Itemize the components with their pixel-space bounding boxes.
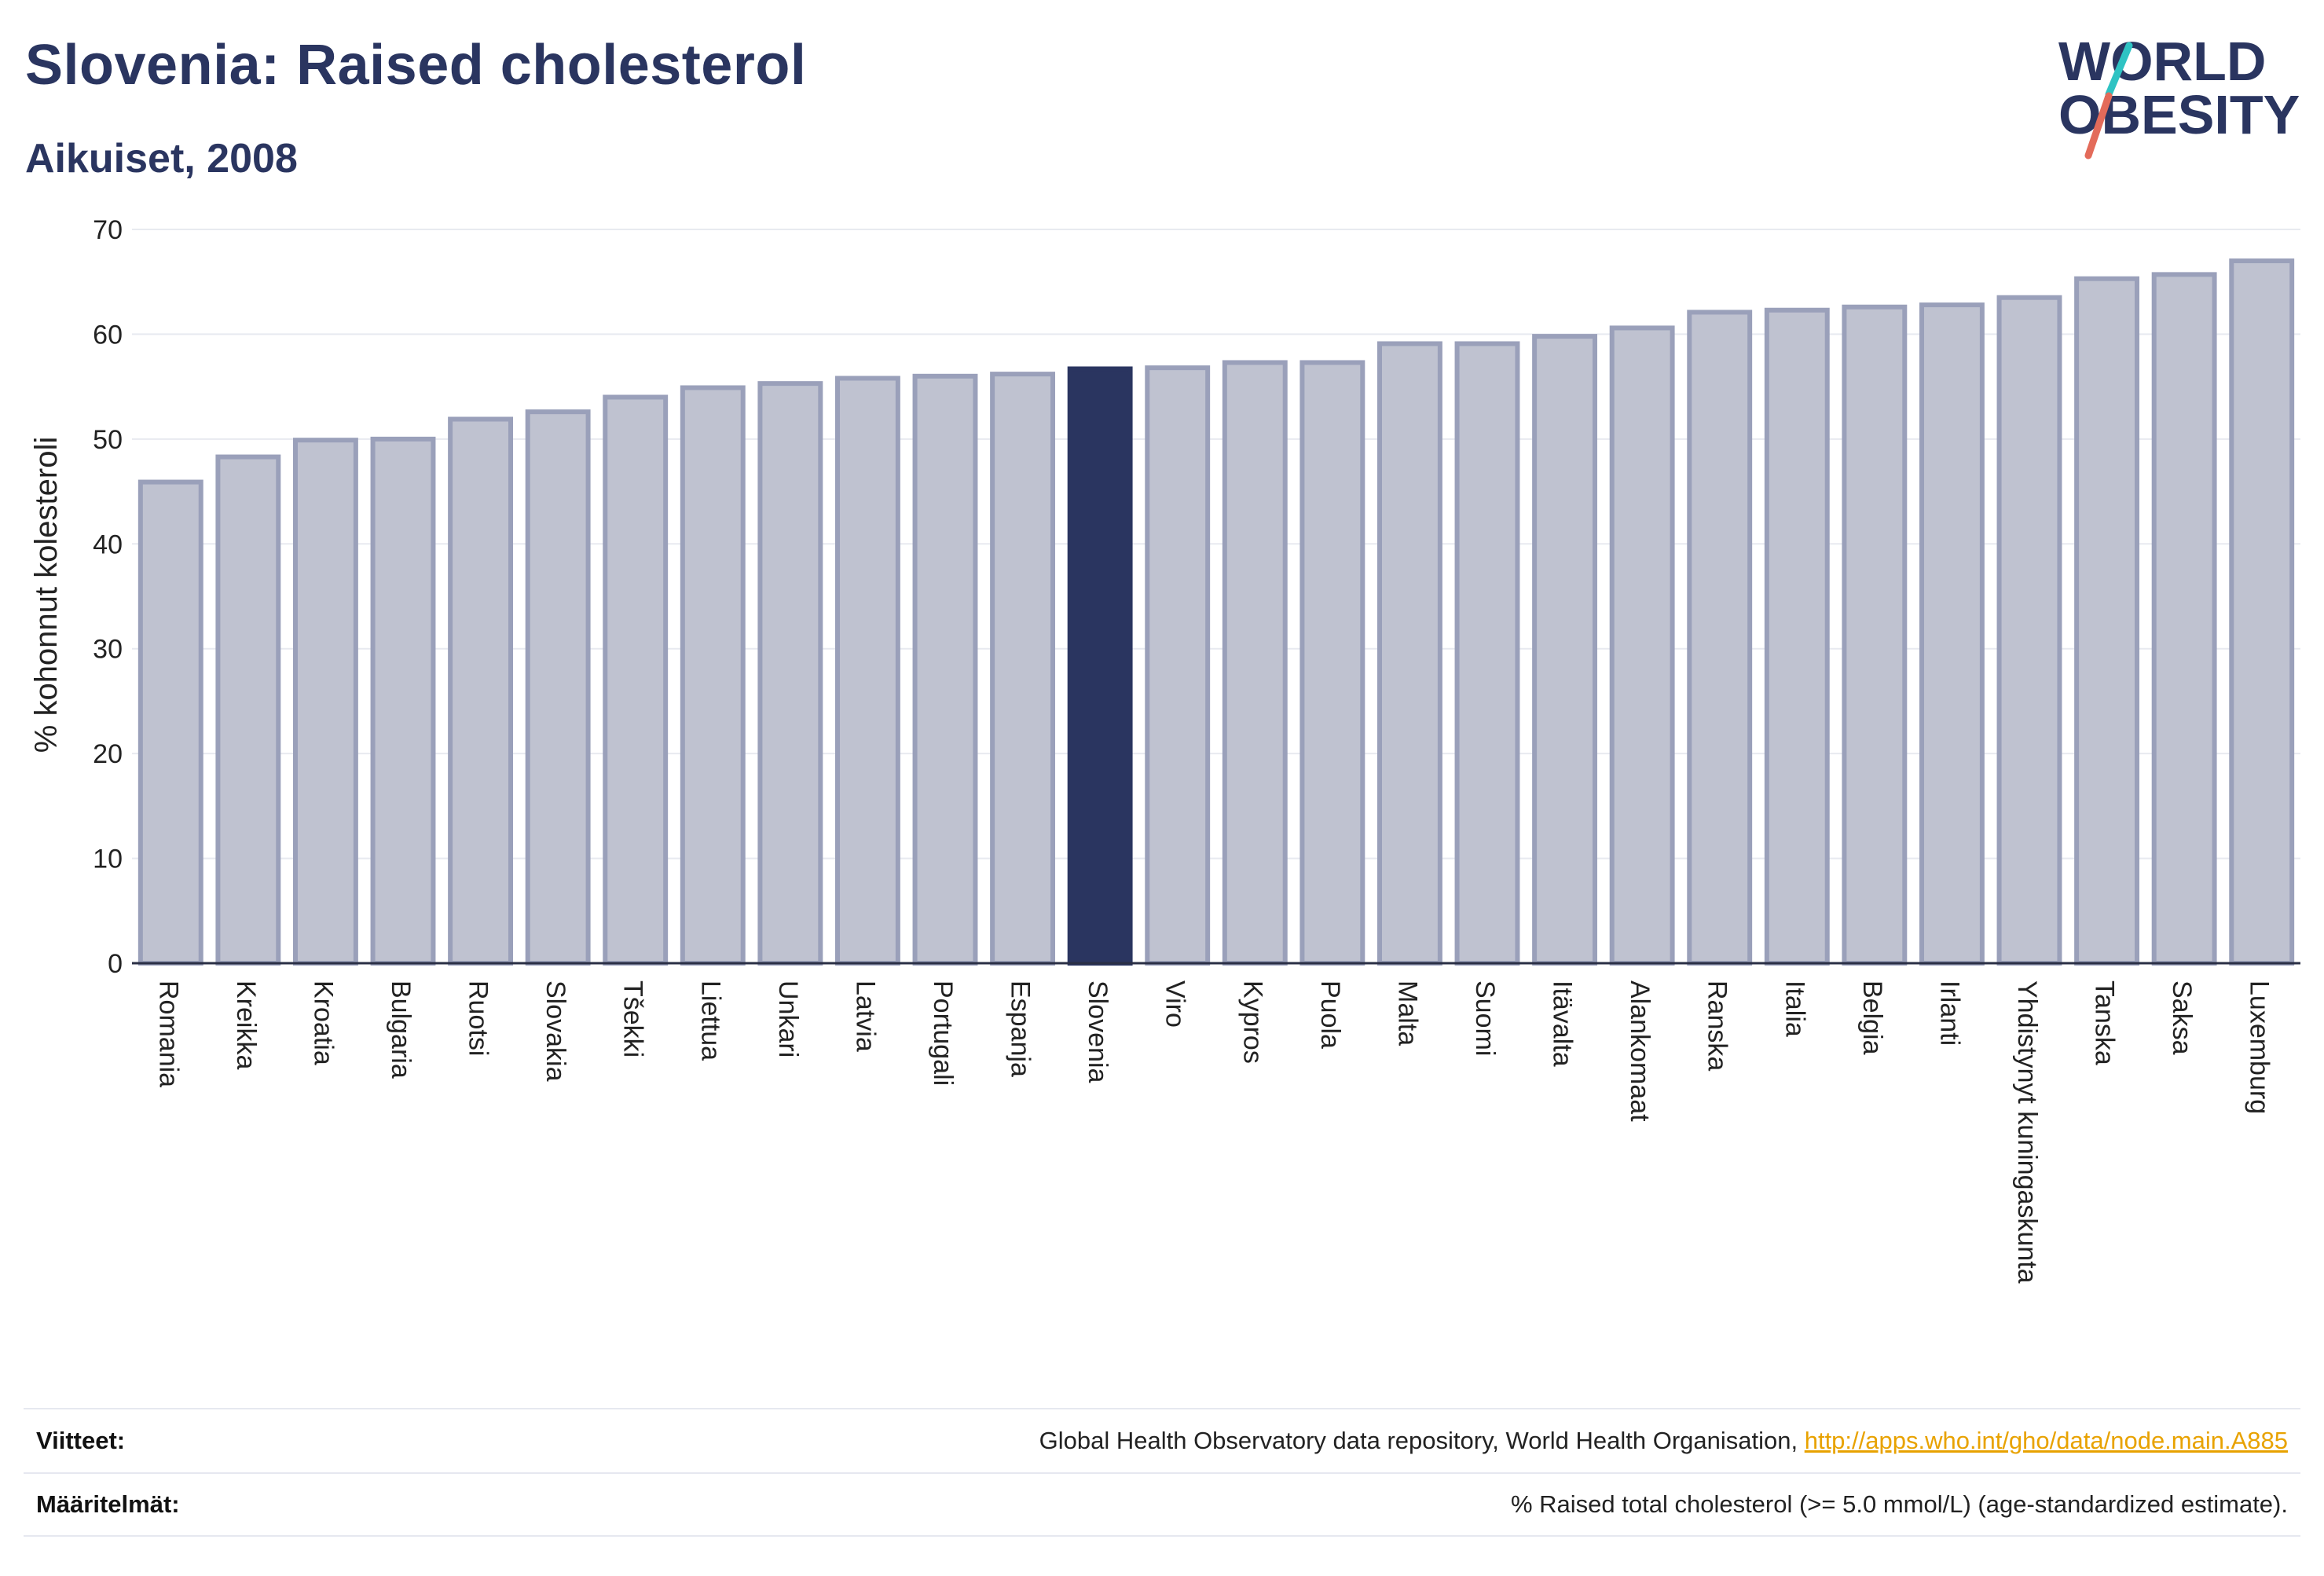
bar-chart: 0 10 20 30 40 50 60 70 Romania Kreikka Kroatia Bul… xyxy=(29,215,2300,1284)
bar-suomi xyxy=(1454,341,1520,966)
bar-espanja xyxy=(990,372,1056,966)
bar-puola xyxy=(1299,360,1365,966)
bar-belgia xyxy=(1842,304,1908,966)
bar-tanska xyxy=(2074,276,2140,966)
bar-tšekki xyxy=(603,394,669,966)
x-tick-label: Itävalta xyxy=(1548,980,1578,1067)
x-tick-label: Puola xyxy=(1315,980,1345,1049)
bar-unkari xyxy=(757,381,823,966)
references-source: Global Health Observatory data repositor… xyxy=(1039,1427,1805,1454)
bar-bulgaria xyxy=(370,436,436,966)
x-tick-label: Yhdistynyt kuningaskunta xyxy=(2012,980,2042,1284)
y-tick-label: 30 xyxy=(93,635,123,665)
x-tick-label: Bulgaria xyxy=(386,980,416,1079)
x-tick-label: Irlanti xyxy=(1934,980,1964,1046)
page-title: Slovenia: Raised cholesterol xyxy=(25,34,807,97)
x-tick-label: Belgia xyxy=(1857,980,1887,1055)
bar-liettua xyxy=(680,385,746,966)
x-tick-label: Viro xyxy=(1160,980,1190,1028)
x-tick-label: Slovenia xyxy=(1083,980,1113,1083)
bar-slovenia xyxy=(1067,366,1133,966)
y-tick-label: 60 xyxy=(93,320,123,350)
logo-slash-top xyxy=(2105,42,2133,98)
y-tick-label: 70 xyxy=(93,215,123,245)
bar-itävalta xyxy=(1532,334,1598,966)
x-tick-label: Alankomaat xyxy=(1625,980,1655,1122)
references-row: Viitteet: Global Health Observatory data… xyxy=(24,1408,2300,1472)
y-axis-title: % kohonnut kolesteroli xyxy=(29,437,64,753)
bar-ruotsi xyxy=(448,416,514,966)
definitions-label: Määritelmät: xyxy=(36,1490,180,1518)
bar-alankomaat xyxy=(1609,325,1675,966)
logo-word-world: WORLD xyxy=(2058,31,2266,92)
x-tick-label: Romania xyxy=(153,980,183,1087)
bar-kypros xyxy=(1222,360,1288,966)
x-tick-label: Ranska xyxy=(1703,980,1732,1071)
x-tick-label: Unkari xyxy=(773,980,803,1057)
bar-saksa xyxy=(2151,272,2217,966)
x-tick-label: Portugali xyxy=(928,980,958,1086)
x-tick-label: Kreikka xyxy=(231,980,261,1069)
bar-latvia xyxy=(834,376,900,966)
bar-kroatia xyxy=(292,438,358,966)
references-label: Viitteet: xyxy=(36,1427,126,1454)
bar-luxemburg xyxy=(2229,258,2295,966)
x-tick-label: Latvia xyxy=(850,980,880,1052)
world-obesity-logo: WORLD OBESITY xyxy=(2058,31,2300,159)
references-text: Global Health Observatory data repositor… xyxy=(1039,1427,2288,1455)
x-tick-label: Slovakia xyxy=(541,980,570,1082)
page-subtitle: Aikuiset, 2008 xyxy=(25,136,298,181)
bar-romania xyxy=(137,479,203,966)
bar-irlanti xyxy=(1919,302,1985,966)
x-tick-label: Tšekki xyxy=(618,980,648,1057)
x-tick-label: Kypros xyxy=(1237,980,1267,1064)
bar-yhdistynyt-kuningaskunta xyxy=(1996,295,2062,966)
definitions-row: Määritelmät: % Raised total cholesterol … xyxy=(24,1472,2300,1537)
definitions-text: % Raised total cholesterol (>= 5.0 mmol/… xyxy=(1510,1490,2288,1518)
y-tick-label: 50 xyxy=(93,425,123,455)
x-tick-label: Saksa xyxy=(2167,980,2197,1055)
y-tick-label: 10 xyxy=(93,845,123,874)
y-tick-label: 20 xyxy=(93,739,123,769)
x-tick-label: Liettua xyxy=(695,980,725,1061)
bar-ranska xyxy=(1687,310,1753,966)
bar-italia xyxy=(1764,307,1830,966)
references-link[interactable]: http://apps.who.int/gho/data/node.main.A… xyxy=(1804,1427,2288,1454)
x-tick-label: Tanska xyxy=(2090,980,2120,1065)
x-tick-label: Ruotsi xyxy=(464,980,493,1056)
x-tick-label: Kroatia xyxy=(308,980,338,1065)
bar-malta xyxy=(1376,341,1442,966)
x-tick-label: Luxemburg xyxy=(2245,980,2275,1114)
logo-slash-bottom xyxy=(2084,92,2113,159)
y-tick-label: 40 xyxy=(93,530,123,559)
bar-kreikka xyxy=(215,454,281,966)
bar-slovakia xyxy=(525,409,591,966)
x-tick-label: Espanja xyxy=(1006,980,1036,1077)
x-axis-labels: Romania Kreikka Kroatia Bulgaria Ruotsi Slova… xyxy=(153,980,2274,1284)
y-axis-ticks: 0 10 20 30 40 50 60 70 xyxy=(93,215,123,979)
x-tick-label: Italia xyxy=(1780,980,1809,1037)
bar-portugali xyxy=(912,373,978,966)
x-tick-label: Suomi xyxy=(1470,980,1500,1056)
x-tick-label: Malta xyxy=(1392,980,1422,1046)
y-tick-label: 0 xyxy=(108,949,123,979)
bar-viro xyxy=(1145,365,1211,966)
